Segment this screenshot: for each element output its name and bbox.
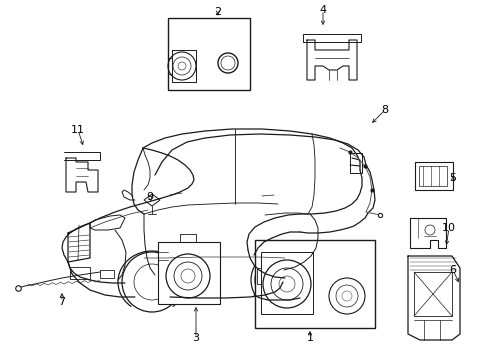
Bar	[413, 272, 451, 316]
Text: 9: 9	[146, 192, 153, 202]
Bar	[414, 162, 452, 190]
Bar	[168, 18, 249, 90]
Text: 7: 7	[59, 297, 65, 307]
Bar	[418, 166, 446, 186]
Bar	[158, 242, 220, 304]
Bar	[349, 153, 361, 173]
Text: 6: 6	[448, 265, 456, 275]
Bar	[303, 34, 360, 42]
Text: 8: 8	[381, 105, 388, 115]
Text: 2: 2	[214, 7, 221, 17]
Bar	[70, 267, 90, 279]
Bar	[261, 252, 312, 314]
Bar	[100, 270, 114, 278]
Text: 4: 4	[319, 5, 326, 15]
Text: 5: 5	[448, 173, 456, 183]
Text: 10: 10	[441, 223, 455, 233]
Text: 1: 1	[306, 333, 313, 343]
Text: 3: 3	[192, 333, 199, 343]
Text: 11: 11	[71, 125, 85, 135]
Bar	[254, 240, 374, 328]
